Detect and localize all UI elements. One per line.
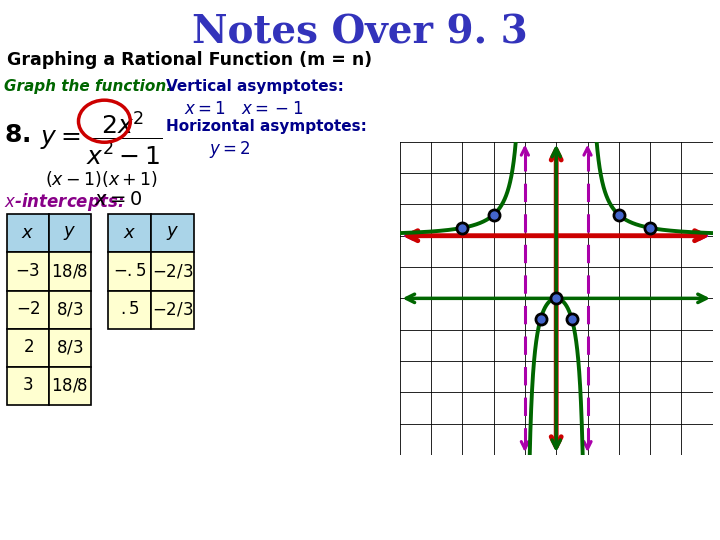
Text: Graphing a Rational Function (m = n): Graphing a Rational Function (m = n) [7, 51, 372, 69]
Bar [49, 253, 91, 291]
Text: $y$: $y$ [63, 225, 76, 242]
Text: $\mathbf{8.}$: $\mathbf{8.}$ [4, 124, 30, 147]
Bar [7, 291, 49, 329]
Bar [49, 329, 91, 367]
Text: $(x-1)(x+1)$: $(x-1)(x+1)$ [45, 170, 158, 190]
Text: $.5$: $.5$ [120, 301, 140, 318]
Bar [7, 329, 49, 367]
Text: $-3$: $-3$ [16, 263, 40, 280]
Text: Vertical asymptotes:: Vertical asymptotes: [166, 79, 343, 94]
Text: Notes Over 9. 3: Notes Over 9. 3 [192, 14, 528, 51]
Text: $x$: $x$ [123, 225, 136, 242]
Bar [151, 214, 194, 253]
Text: $x=0$: $x=0$ [94, 191, 143, 210]
Text: $x$: $x$ [22, 225, 35, 242]
Bar [108, 291, 151, 329]
Text: $8/3$: $8/3$ [56, 301, 84, 319]
Bar [7, 253, 49, 291]
Bar [7, 214, 49, 253]
Bar [49, 214, 91, 253]
Bar [49, 367, 91, 405]
Text: Horizontal asymptotes:: Horizontal asymptotes: [166, 119, 366, 134]
Text: $3$: $3$ [22, 377, 34, 394]
Bar [49, 291, 91, 329]
Bar [151, 291, 194, 329]
Bar [108, 214, 151, 253]
Text: $2$: $2$ [22, 339, 34, 356]
Bar [7, 367, 49, 405]
Bar [151, 253, 194, 291]
Text: $x=1\quad x=-1$: $x=1\quad x=-1$ [184, 101, 303, 118]
Text: $-2/3$: $-2/3$ [152, 301, 194, 319]
Text: $-2$: $-2$ [16, 301, 40, 318]
Text: $8/3$: $8/3$ [56, 339, 84, 356]
Text: $-2/3$: $-2/3$ [152, 262, 194, 280]
Bar [108, 253, 151, 291]
Text: $y = \dfrac{2x^2}{x^2-1}$: $y = \dfrac{2x^2}{x^2-1}$ [40, 109, 162, 167]
Text: $18/8$: $18/8$ [51, 377, 89, 395]
Text: Graph the function.: Graph the function. [4, 79, 171, 94]
Text: $-.5$: $-.5$ [113, 263, 146, 280]
Text: $x$-intercepts:: $x$-intercepts: [4, 191, 124, 213]
Text: $18/8$: $18/8$ [51, 262, 89, 280]
Text: $y=2$: $y=2$ [209, 139, 251, 160]
Text: $y$: $y$ [166, 225, 179, 242]
